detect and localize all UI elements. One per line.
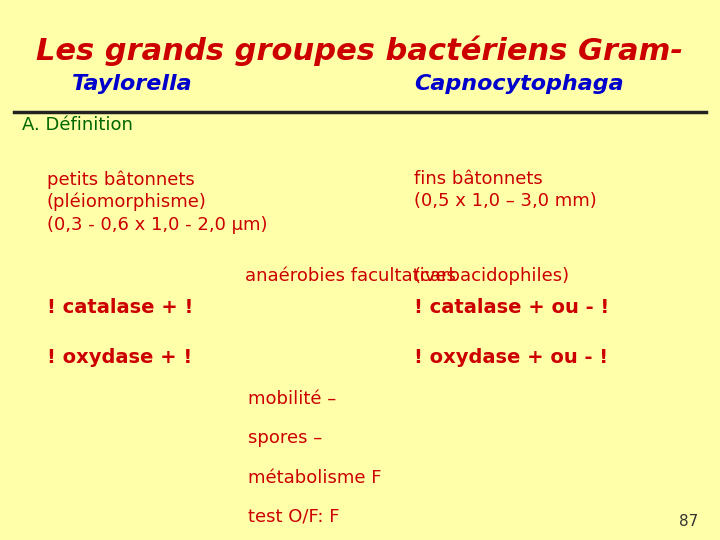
Text: test O/F: F: test O/F: F [248,508,340,525]
Text: spores –: spores – [248,429,323,447]
Text: A. Définition: A. Définition [22,116,132,134]
Text: métabolisme F: métabolisme F [248,469,382,487]
Text: (carbacidophiles): (carbacidophiles) [414,267,570,285]
Text: ! oxydase + ou - !: ! oxydase + ou - ! [414,348,608,367]
Text: ! catalase + !: ! catalase + ! [47,298,193,317]
Text: anaérobies facultatives: anaérobies facultatives [245,267,456,285]
Text: petits bâtonnets
(pléiomorphisme)
(0,3 - 0,6 x 1,0 - 2,0 μm): petits bâtonnets (pléiomorphisme) (0,3 -… [47,170,267,234]
Text: Taylorella: Taylorella [72,73,193,94]
Text: ! oxydase + !: ! oxydase + ! [47,348,192,367]
Text: Capnocytophaga: Capnocytophaga [414,73,624,94]
Text: fins bâtonnets
(0,5 x 1,0 – 3,0 mm): fins bâtonnets (0,5 x 1,0 – 3,0 mm) [414,170,597,210]
Text: Les grands groupes bactériens Gram-: Les grands groupes bactériens Gram- [37,35,683,65]
Text: mobilité –: mobilité – [248,390,337,408]
Text: ! catalase + ou - !: ! catalase + ou - ! [414,298,609,317]
Text: 87: 87 [679,514,698,529]
